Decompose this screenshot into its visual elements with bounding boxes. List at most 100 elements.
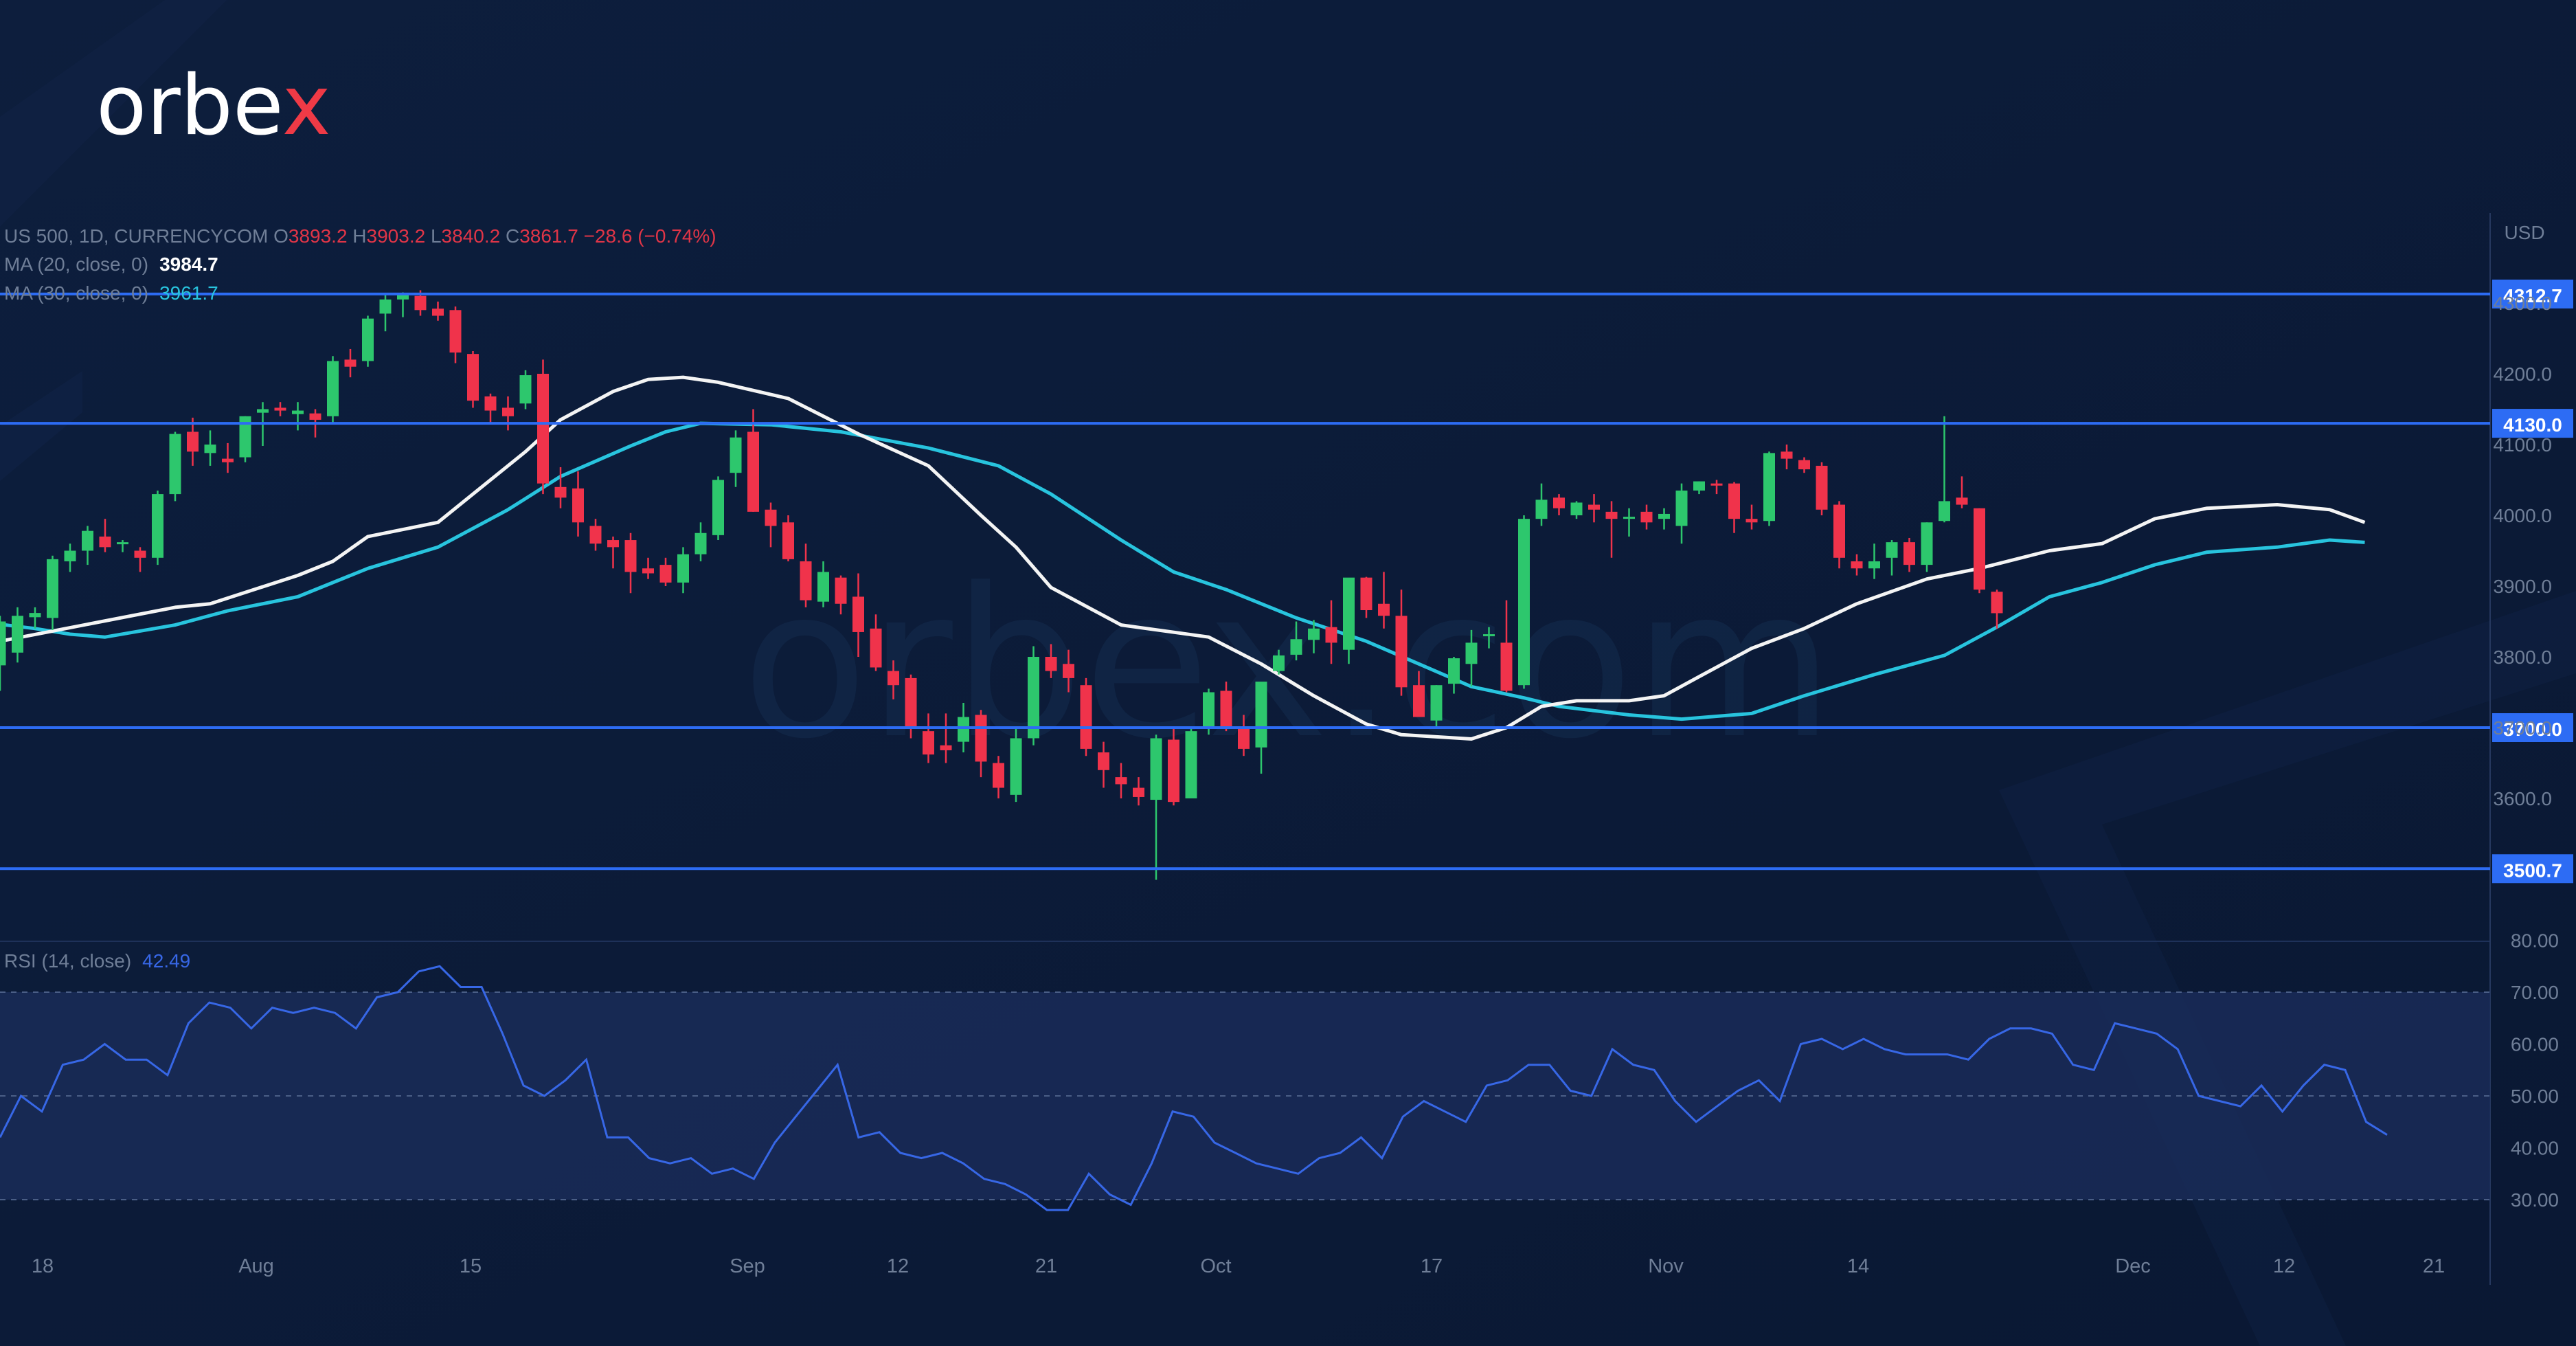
candle[interactable]: [1781, 445, 1793, 470]
candle[interactable]: [99, 519, 111, 552]
candle[interactable]: [397, 292, 409, 317]
candle[interactable]: [940, 713, 952, 763]
candle[interactable]: [659, 557, 672, 586]
candle[interactable]: [449, 306, 462, 363]
candle[interactable]: [800, 543, 812, 607]
candle[interactable]: [187, 417, 199, 466]
candle[interactable]: [730, 430, 742, 487]
candle[interactable]: [1115, 763, 1127, 799]
candle[interactable]: [1745, 504, 1758, 530]
candle[interactable]: [502, 396, 514, 431]
candle[interactable]: [1518, 515, 1530, 689]
candle[interactable]: [152, 490, 163, 565]
candle[interactable]: [1483, 627, 1495, 649]
candle[interactable]: [1868, 543, 1880, 579]
candle[interactable]: [765, 502, 777, 548]
candle[interactable]: [572, 471, 584, 537]
candle[interactable]: [1623, 508, 1635, 537]
candle[interactable]: [1710, 480, 1723, 495]
candle[interactable]: [1588, 494, 1600, 523]
candle[interactable]: [1220, 682, 1232, 732]
candle[interactable]: [677, 547, 689, 594]
candle[interactable]: [852, 573, 864, 657]
candle[interactable]: [222, 442, 234, 473]
candle[interactable]: [1956, 476, 1968, 508]
candle[interactable]: [1238, 715, 1250, 756]
candle[interactable]: [432, 301, 444, 321]
candle[interactable]: [589, 519, 602, 551]
candle[interactable]: [537, 359, 549, 495]
candle[interactable]: [1500, 600, 1513, 693]
candle[interactable]: [1570, 501, 1583, 519]
candle[interactable]: [554, 467, 567, 508]
candle[interactable]: [29, 607, 41, 629]
candle[interactable]: [1728, 482, 1740, 533]
candle[interactable]: [0, 616, 6, 691]
candle[interactable]: [993, 756, 1004, 798]
candle[interactable]: [1851, 554, 1863, 576]
candle[interactable]: [1991, 590, 2003, 629]
candle[interactable]: [694, 522, 707, 561]
candle[interactable]: [1465, 629, 1478, 687]
candle[interactable]: [1045, 644, 1057, 678]
candle[interactable]: [467, 351, 479, 408]
candle[interactable]: [1395, 590, 1408, 696]
candle[interactable]: [1448, 657, 1460, 694]
candle[interactable]: [1640, 504, 1653, 530]
candle[interactable]: [1290, 621, 1302, 661]
candle[interactable]: [1413, 671, 1425, 717]
candle[interactable]: [1763, 451, 1775, 526]
candle[interactable]: [292, 402, 304, 431]
candle[interactable]: [1921, 522, 1933, 572]
candle[interactable]: [12, 607, 23, 663]
candle[interactable]: [1798, 457, 1810, 473]
candle[interactable]: [1605, 501, 1618, 558]
candle[interactable]: [379, 294, 392, 332]
candle[interactable]: [835, 575, 847, 615]
candle[interactable]: [1675, 483, 1688, 544]
candle[interactable]: [204, 430, 216, 466]
candle[interactable]: [1816, 462, 1828, 515]
candle[interactable]: [1168, 728, 1179, 806]
candle[interactable]: [1939, 416, 1950, 523]
candle[interactable]: [923, 713, 934, 763]
candle[interactable]: [870, 614, 882, 671]
candle[interactable]: [747, 409, 759, 512]
candle[interactable]: [1343, 577, 1355, 664]
candle[interactable]: [624, 532, 637, 594]
candle[interactable]: [344, 348, 357, 378]
candle[interactable]: [327, 356, 339, 424]
candle[interactable]: [888, 660, 899, 699]
candle[interactable]: [1185, 728, 1197, 798]
candle[interactable]: [47, 555, 58, 630]
candle[interactable]: [1430, 685, 1443, 728]
candle[interactable]: [1150, 734, 1162, 880]
candle[interactable]: [782, 515, 794, 561]
candle[interactable]: [117, 540, 128, 552]
candle[interactable]: [1028, 646, 1039, 745]
candle[interactable]: [1273, 649, 1285, 675]
candle[interactable]: [1325, 600, 1337, 664]
candle[interactable]: [169, 431, 181, 502]
candle[interactable]: [1553, 494, 1565, 515]
candle[interactable]: [1903, 537, 1915, 572]
candle[interactable]: [712, 476, 724, 541]
candle[interactable]: [1010, 728, 1022, 803]
candle[interactable]: [1974, 508, 1985, 594]
candle[interactable]: [1693, 481, 1705, 495]
candle[interactable]: [1063, 649, 1074, 693]
candle[interactable]: [1658, 508, 1670, 530]
candle[interactable]: [607, 536, 619, 569]
candle[interactable]: [1378, 572, 1390, 629]
candle[interactable]: [1098, 741, 1109, 788]
candle[interactable]: [1308, 620, 1320, 653]
candle[interactable]: [134, 547, 146, 572]
candle[interactable]: [1080, 677, 1092, 756]
candle[interactable]: [1535, 483, 1548, 526]
candle[interactable]: [817, 561, 829, 607]
candle[interactable]: [82, 526, 93, 565]
candle[interactable]: [642, 557, 654, 579]
candle[interactable]: [1886, 540, 1898, 576]
candle[interactable]: [274, 402, 286, 416]
candle[interactable]: [362, 315, 374, 367]
